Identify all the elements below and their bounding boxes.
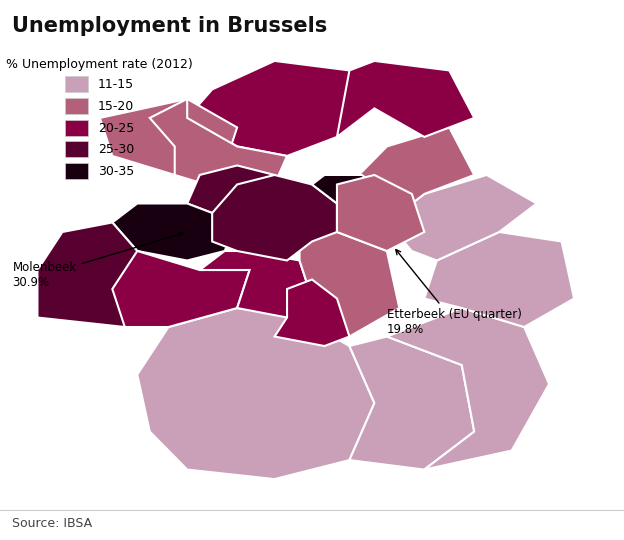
Legend: 11-15, 15-20, 20-25, 25-30, 30-35: 11-15, 15-20, 20-25, 25-30, 30-35: [6, 58, 193, 179]
Text: Source: IBSA: Source: IBSA: [12, 517, 92, 530]
Polygon shape: [312, 175, 387, 213]
Polygon shape: [37, 222, 200, 327]
Text: Unemployment in Brussels: Unemployment in Brussels: [12, 16, 328, 36]
Polygon shape: [200, 251, 312, 318]
Polygon shape: [387, 308, 549, 470]
Text: Etterbeek (EU quarter)
19.8%: Etterbeek (EU quarter) 19.8%: [387, 249, 522, 336]
Polygon shape: [424, 232, 574, 327]
Polygon shape: [387, 175, 537, 260]
Text: B: B: [549, 521, 557, 530]
Polygon shape: [349, 127, 474, 222]
Polygon shape: [349, 336, 474, 470]
Polygon shape: [287, 232, 399, 336]
Polygon shape: [100, 99, 237, 175]
Text: C: C: [586, 521, 594, 530]
Polygon shape: [337, 61, 474, 137]
Polygon shape: [275, 280, 349, 346]
Polygon shape: [112, 204, 237, 260]
Polygon shape: [187, 61, 374, 156]
Polygon shape: [337, 175, 424, 251]
Polygon shape: [187, 165, 275, 222]
Text: Molenbeek
30.9%: Molenbeek 30.9%: [12, 232, 183, 289]
Polygon shape: [150, 99, 287, 194]
Polygon shape: [112, 251, 250, 327]
Polygon shape: [137, 308, 374, 479]
Polygon shape: [212, 175, 337, 260]
Text: B: B: [512, 521, 520, 530]
